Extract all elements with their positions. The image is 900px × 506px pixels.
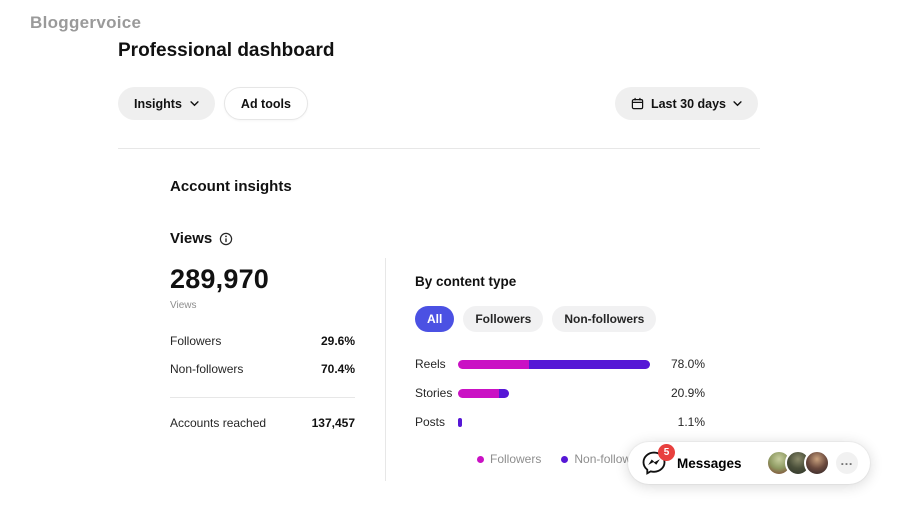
accounts-reached-value: 137,457 — [311, 416, 355, 430]
insights-dropdown[interactable]: Insights — [118, 87, 215, 120]
legend-dot — [477, 455, 484, 463]
views-total-sublabel: Views — [170, 300, 197, 311]
accounts-reached-label: Accounts reached — [170, 416, 267, 430]
content-type-tabs: All Followers Non-followers — [415, 306, 705, 332]
chart-row-value: 1.1% — [677, 415, 705, 429]
followers-value: 29.6% — [320, 334, 355, 348]
date-range-dropdown[interactable]: Last 30 days — [614, 87, 758, 120]
page-title: Professional dashboard — [118, 40, 335, 61]
legend-dot — [561, 455, 569, 463]
bar-segment-followers — [458, 388, 499, 398]
tab-all[interactable]: All — [415, 306, 455, 332]
chart-row-value: 20.9% — [670, 386, 705, 400]
views-heading: Views — [170, 230, 233, 247]
tab-followers[interactable]: Followers — [463, 306, 544, 332]
bar-track — [458, 417, 650, 427]
bar-track — [458, 388, 650, 398]
info-icon[interactable] — [219, 232, 233, 246]
chevron-down-icon — [190, 100, 199, 106]
legend-item-followers: Followers — [477, 452, 541, 466]
non-followers-value: 70.4% — [320, 362, 355, 376]
legend-label: Followers — [490, 452, 542, 466]
horizontal-divider — [118, 148, 760, 149]
bar-segment-followers — [458, 359, 529, 369]
unread-badge: 5 — [658, 444, 675, 461]
bar-segment-non-followers — [499, 388, 509, 398]
messages-pill[interactable]: 5 Messages … — [628, 442, 870, 484]
chart-row-label: Posts — [415, 415, 446, 429]
content-type-chart: Reels 78.0% Stories 20.9% Posts 1.1% — [415, 356, 705, 430]
insights-dropdown-label: Insights — [134, 96, 182, 111]
bar-segment-non-followers — [529, 359, 650, 369]
followers-label: Followers — [170, 334, 222, 348]
date-range-label: Last 30 days — [650, 96, 726, 111]
non-followers-label: Non-followers — [170, 362, 244, 376]
content-type-panel: By content type All Followers Non-follower… — [415, 274, 705, 443]
chart-row-reels: Reels 78.0% — [415, 356, 705, 372]
chevron-down-icon — [733, 100, 742, 106]
messenger-icon: 5 — [641, 444, 675, 476]
views-total-value: 289,970 — [170, 264, 269, 294]
content-type-title: By content type — [415, 274, 517, 289]
chart-row-label: Stories — [415, 386, 453, 400]
message-avatars — [765, 450, 830, 476]
messages-label: Messages — [677, 455, 742, 471]
chart-row-value: 78.0% — [670, 357, 705, 371]
views-heading-label: Views — [170, 230, 213, 247]
chart-legend: Followers Non-followers — [477, 452, 648, 466]
bar-track — [458, 359, 650, 369]
toolbar: Insights Ad tools Last 30 days — [118, 87, 758, 120]
non-followers-stat-row: Non-followers 70.4% — [170, 362, 355, 376]
ad-tools-label: Ad tools — [240, 96, 291, 111]
bar-segment-non-followers — [458, 417, 462, 427]
chart-row-posts: Posts 1.1% — [415, 414, 705, 430]
vertical-divider — [385, 258, 386, 481]
watermark-logo: Bloggervoice — [30, 13, 142, 32]
stats-divider — [170, 397, 355, 398]
avatar-3[interactable] — [803, 450, 830, 476]
chart-row-label: Reels — [415, 357, 446, 371]
accounts-reached-row: Accounts reached 137,457 — [170, 416, 355, 430]
ad-tools-button[interactable]: Ad tools — [223, 87, 308, 120]
section-title: Account insights — [170, 178, 292, 195]
calendar-icon — [631, 97, 644, 110]
tab-non-followers[interactable]: Non-followers — [552, 306, 657, 332]
followers-stat-row: Followers 29.6% — [170, 334, 355, 348]
chart-row-stories: Stories 20.9% — [415, 385, 705, 401]
more-messages-button[interactable]: … — [835, 452, 858, 474]
